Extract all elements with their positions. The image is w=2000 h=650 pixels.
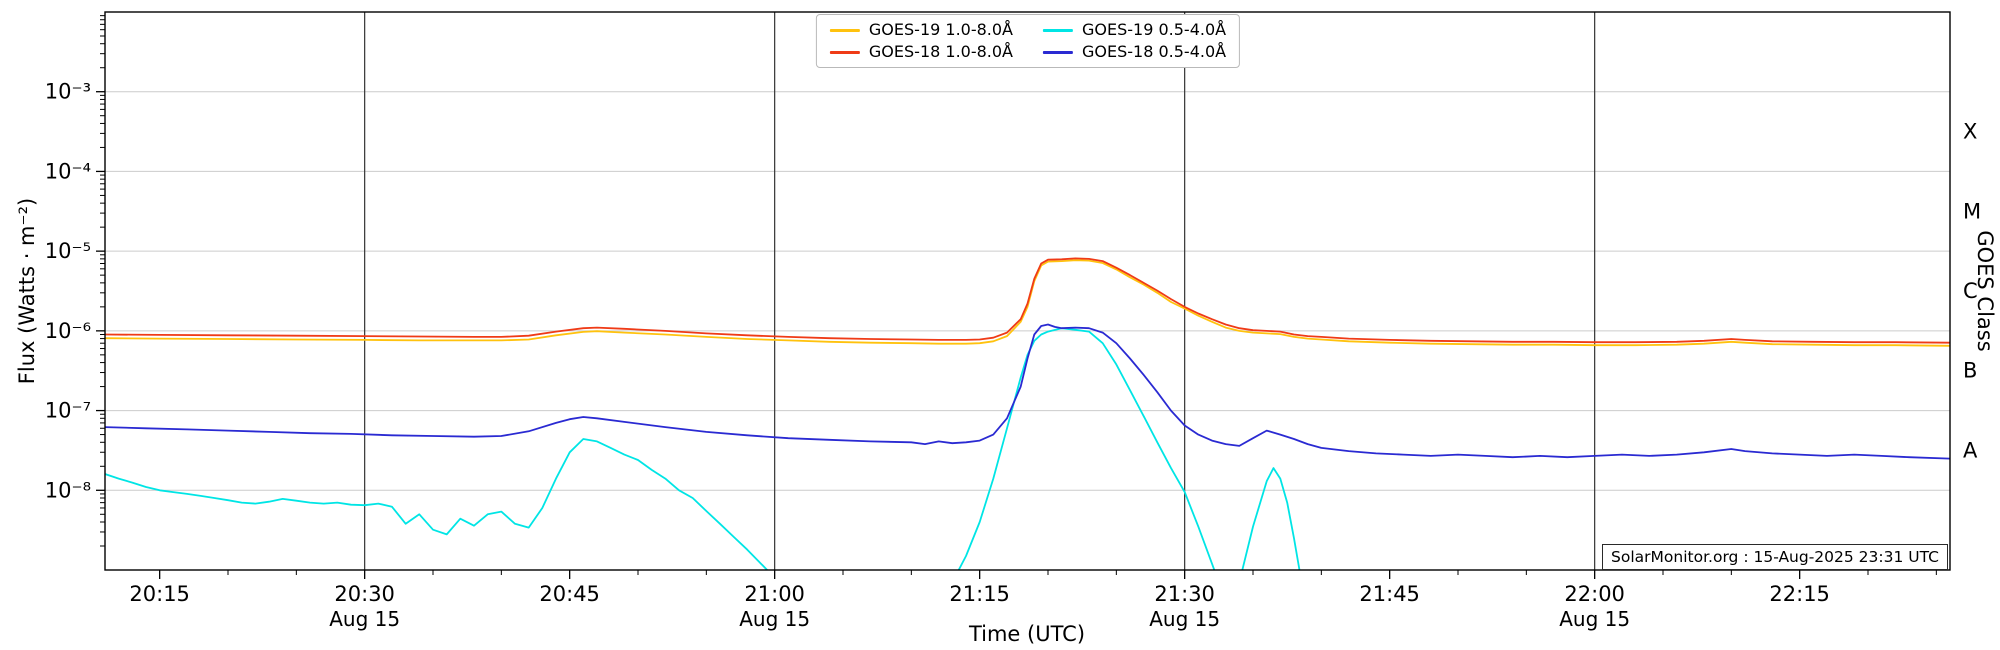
x-tick-label: 21:00 (744, 582, 805, 606)
goes-class-letter: A (1963, 438, 1978, 462)
x-tick-label: 22:00 (1564, 582, 1625, 606)
goes19-long-line-swatch-icon (829, 28, 860, 32)
y-tick-label: 10⁻⁷ (45, 399, 91, 423)
x-date-label: Aug 15 (1559, 607, 1630, 631)
goes-class-letter: X (1963, 120, 1977, 144)
series-line-goes18-long (105, 257, 1950, 344)
goes18-short-line-swatch-icon (1043, 50, 1073, 54)
x-date-label: Aug 15 (329, 607, 400, 631)
right-axis-label: GOES Class (1973, 230, 1997, 352)
x-date-label: Aug 15 (739, 607, 810, 631)
goes19-short-line-swatch-icon (1043, 28, 1073, 32)
x-tick-label: 20:30 (334, 582, 395, 606)
goes-class-letter: C (1963, 279, 1978, 303)
x-tick-label: 20:45 (539, 582, 600, 606)
y-tick-label: 10⁻⁴ (45, 159, 91, 183)
y-tick-label: 10⁻⁵ (45, 239, 91, 263)
legend-item-goes19-long: GOES-19 1.0-8.0Å (829, 20, 1013, 39)
x-tick-label: 21:15 (949, 582, 1010, 606)
y-tick-label: 10⁻⁶ (45, 319, 91, 343)
x-tick-label: 20:15 (129, 582, 190, 606)
series-line-goes19-long (105, 259, 1950, 347)
legend-item-goes19-short: GOES-19 0.5-4.0Å (1043, 22, 1226, 38)
x-axis-label: Time (UTC) (968, 622, 1086, 646)
legend-label-goes19-short: GOES-19 0.5-4.0Å (1082, 20, 1227, 39)
y-axis-label: Flux (Watts · m⁻²) (15, 197, 39, 385)
goes-class-letter: B (1963, 359, 1977, 383)
legend-item-goes18-short: GOES-18 0.5-4.0Å (1043, 44, 1226, 60)
plot-frame (104, 11, 1951, 571)
solarmonitor-timestamp-annotation: SolarMonitor.org : 15-Aug-2025 23:31 UTC (1602, 544, 1948, 570)
x-date-label: Aug 15 (1149, 607, 1220, 631)
legend-label-goes18-short: GOES-18 0.5-4.0Å (1082, 42, 1227, 61)
y-tick-label: 10⁻³ (45, 80, 91, 104)
y-tick-label: 10⁻⁸ (45, 478, 91, 502)
legend-label-goes19-long: GOES-19 1.0-8.0Å (868, 20, 1013, 39)
legend-item-goes18-long: GOES-18 1.0-8.0Å (829, 42, 1013, 61)
x-tick-label: 21:30 (1154, 582, 1215, 606)
series-line-goes19-short (105, 327, 1301, 570)
goes18-long-line-swatch-icon (829, 50, 860, 54)
x-tick-label: 22:15 (1769, 582, 1830, 606)
x-tick-label: 21:45 (1359, 582, 1420, 606)
series-line-goes18-short (105, 323, 1950, 460)
legend-label-goes18-long: GOES-18 1.0-8.0Å (868, 42, 1013, 61)
legend: GOES-19 1.0-8.0Å GOES-18 1.0-8.0Å GOES-1… (815, 14, 1241, 68)
goes-class-letter: M (1963, 199, 1981, 223)
